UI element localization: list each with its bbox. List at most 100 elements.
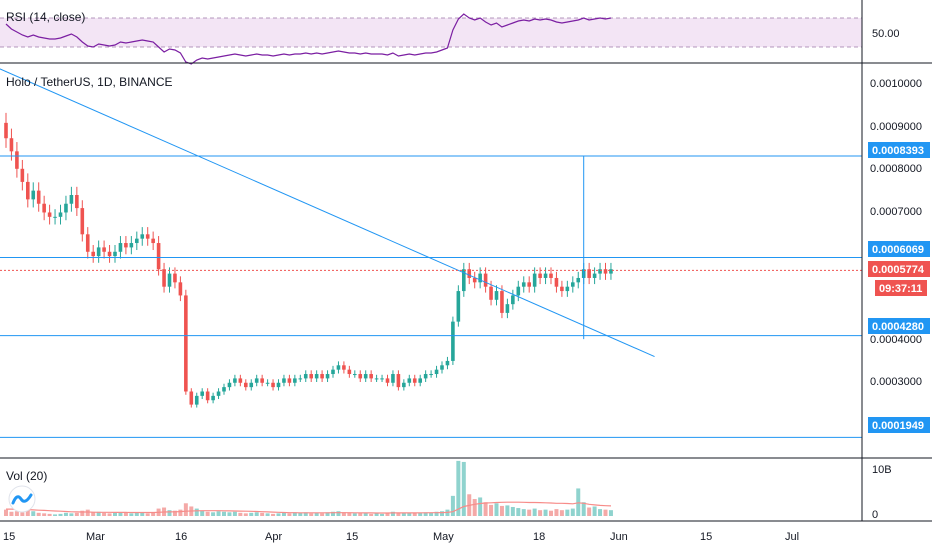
candle-body bbox=[500, 291, 504, 313]
price-pane-title: Holo / TetherUS, 1D, BINANCE bbox=[6, 75, 173, 89]
volume-bar bbox=[423, 512, 428, 516]
volume-bar bbox=[151, 512, 156, 516]
candle-body bbox=[314, 374, 319, 379]
candle bbox=[434, 365, 439, 378]
volume-bar bbox=[205, 511, 210, 516]
volume-bar bbox=[63, 512, 68, 516]
candle-body bbox=[483, 273, 488, 287]
candle-body bbox=[445, 360, 450, 366]
candle bbox=[391, 370, 395, 387]
candle-body bbox=[233, 378, 237, 383]
trendline[interactable] bbox=[0, 60, 655, 358]
candle bbox=[260, 374, 264, 387]
level-tag[interactable]: 0.0004280 bbox=[868, 318, 930, 334]
candle bbox=[271, 379, 275, 391]
candle bbox=[265, 379, 270, 387]
candle-body bbox=[494, 291, 499, 300]
candle-body bbox=[53, 216, 57, 218]
candle bbox=[129, 236, 134, 255]
volume-bar bbox=[232, 511, 237, 516]
candle-body bbox=[309, 374, 313, 379]
volume-bar bbox=[42, 513, 47, 516]
level-tag[interactable]: 0.0006069 bbox=[868, 241, 930, 257]
volume-bar bbox=[96, 511, 101, 516]
candle-body bbox=[222, 387, 226, 392]
candle bbox=[135, 231, 139, 251]
candle-body bbox=[287, 378, 292, 383]
candle-body bbox=[47, 212, 52, 217]
candle bbox=[571, 276, 575, 293]
volume-bar bbox=[123, 512, 128, 516]
candle-body bbox=[244, 382, 248, 388]
rsi-pane-title: RSI (14, close) bbox=[6, 10, 85, 24]
time-tick: 15 bbox=[346, 531, 358, 543]
volume-bar bbox=[559, 510, 564, 516]
candle bbox=[75, 186, 79, 216]
price-tick: 0.0010000 bbox=[870, 78, 922, 90]
candle-body bbox=[336, 365, 341, 370]
candle bbox=[576, 271, 581, 289]
time-tick: 18 bbox=[533, 531, 545, 543]
candle-body bbox=[145, 234, 150, 239]
volume-bar bbox=[238, 512, 243, 516]
candle-body bbox=[353, 374, 357, 376]
candle bbox=[358, 370, 363, 383]
candle-body bbox=[80, 208, 85, 235]
candle-body bbox=[560, 286, 564, 292]
volume-pane bbox=[4, 460, 613, 516]
horizontal-lines-group[interactable] bbox=[0, 155, 862, 438]
candle-body bbox=[249, 382, 254, 388]
volume-bar bbox=[516, 508, 521, 516]
candle bbox=[249, 379, 254, 391]
volume-bar bbox=[145, 513, 150, 516]
candle-body bbox=[489, 286, 493, 300]
candle bbox=[494, 285, 499, 306]
candle-body bbox=[369, 374, 373, 379]
candle-body bbox=[96, 247, 101, 257]
candle bbox=[374, 374, 379, 383]
candle-body bbox=[538, 273, 542, 278]
candle bbox=[560, 280, 564, 297]
volume-bar bbox=[69, 513, 74, 516]
level-tag-bg bbox=[868, 318, 930, 334]
candle bbox=[565, 280, 570, 297]
candle-body bbox=[423, 374, 428, 379]
level-tag[interactable]: 0.0008393 bbox=[868, 142, 930, 158]
volume-bar bbox=[331, 511, 335, 516]
candle bbox=[303, 370, 308, 383]
volume-bar bbox=[429, 512, 434, 516]
candle bbox=[527, 276, 531, 293]
candle bbox=[194, 392, 199, 408]
candle-body bbox=[451, 321, 455, 361]
time-axis[interactable]: 15 Mar 16 Apr 15 May 18 Jun 15 Jul bbox=[3, 531, 799, 543]
candle bbox=[598, 262, 602, 280]
candle-body bbox=[178, 282, 183, 296]
candle-body bbox=[135, 238, 139, 244]
volume-bar bbox=[418, 512, 423, 516]
candle bbox=[309, 370, 313, 383]
candles-group bbox=[4, 112, 613, 408]
candle-body bbox=[167, 273, 172, 287]
level-tag-bg bbox=[868, 142, 930, 158]
volume-bar bbox=[298, 512, 303, 516]
candle-body bbox=[571, 282, 575, 287]
candle-body bbox=[462, 269, 466, 292]
candle-body bbox=[407, 378, 412, 383]
volume-bar bbox=[254, 512, 259, 516]
candle-body bbox=[418, 378, 422, 383]
candle-body bbox=[282, 378, 286, 383]
time-tick: May bbox=[433, 531, 454, 543]
candle-body bbox=[20, 168, 25, 182]
tradingview-logo bbox=[8, 485, 36, 513]
volume-bar bbox=[303, 512, 308, 516]
candle bbox=[314, 370, 319, 383]
volume-bar bbox=[532, 508, 537, 516]
level-tag-bg bbox=[868, 241, 930, 257]
level-tag[interactable]: 0.0001949 bbox=[868, 417, 930, 433]
countdown-tag-bg bbox=[875, 280, 927, 296]
volume-bar bbox=[129, 513, 134, 516]
candle bbox=[587, 262, 591, 285]
candle bbox=[472, 271, 477, 289]
candle-body bbox=[91, 251, 95, 257]
